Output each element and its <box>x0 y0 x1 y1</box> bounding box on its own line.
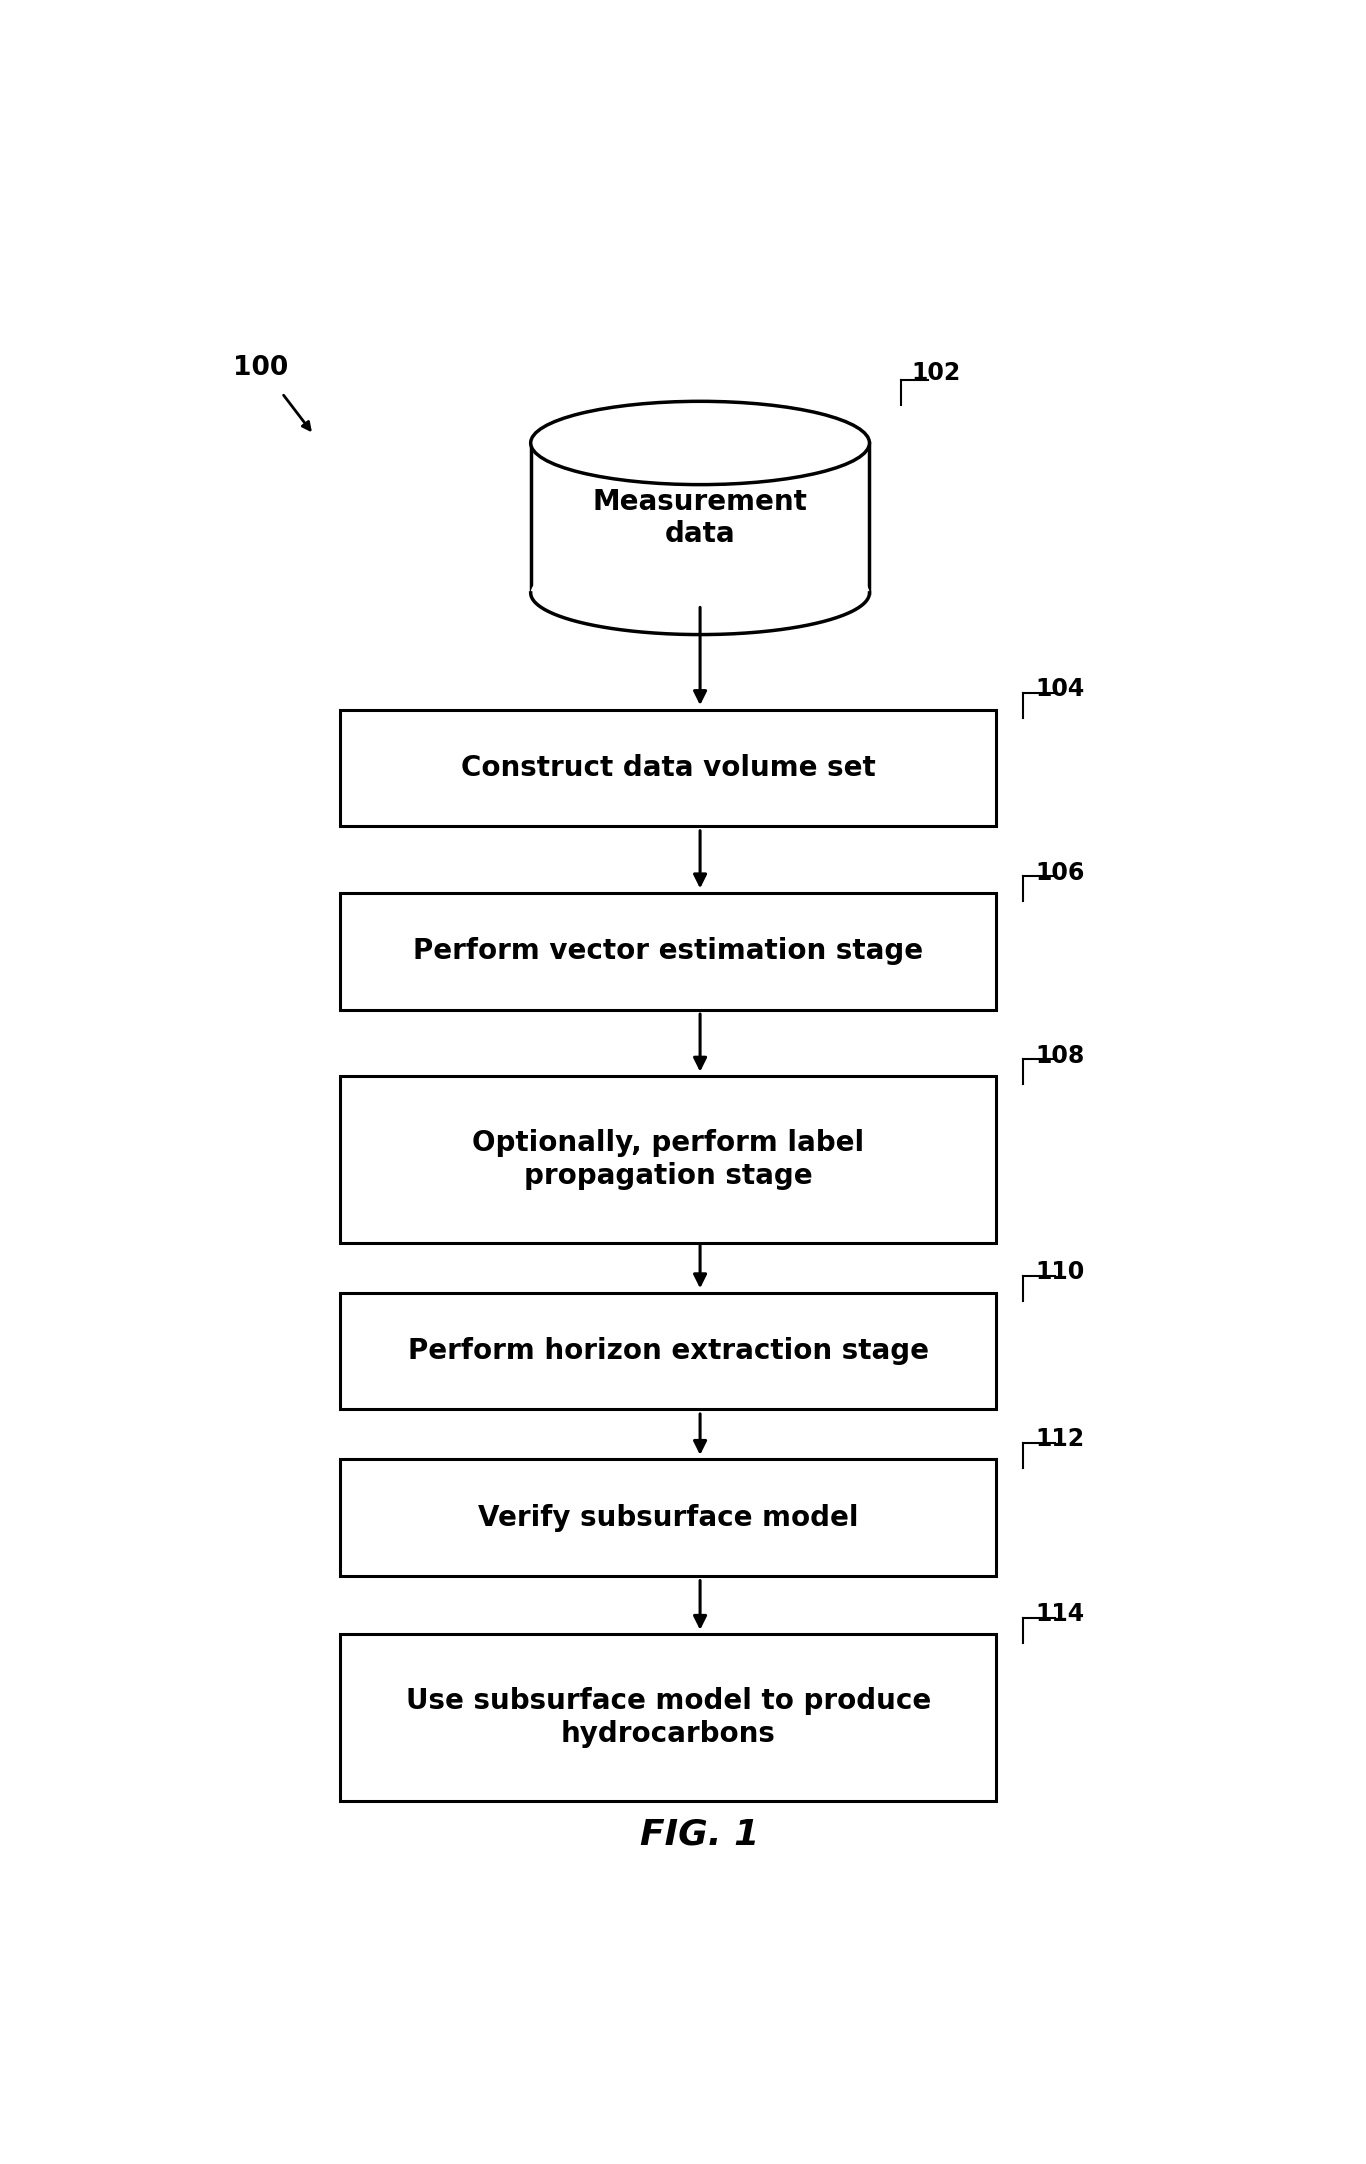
Text: Measurement
data: Measurement data <box>593 487 807 547</box>
Bar <box>340 1459 997 1575</box>
Text: 114: 114 <box>1035 1601 1085 1625</box>
Bar <box>340 1634 997 1800</box>
Text: 104: 104 <box>1035 677 1085 701</box>
Text: FIG. 1: FIG. 1 <box>641 1818 759 1852</box>
Bar <box>530 444 870 593</box>
Text: 100: 100 <box>234 355 288 381</box>
Text: Construct data volume set: Construct data volume set <box>460 753 876 781</box>
Text: Use subsurface model to produce
hydrocarbons: Use subsurface model to produce hydrocar… <box>406 1688 932 1749</box>
Text: 112: 112 <box>1035 1426 1085 1452</box>
Bar <box>340 1076 997 1242</box>
Bar <box>340 710 997 827</box>
Text: 108: 108 <box>1035 1043 1085 1067</box>
Text: Optionally, perform label
propagation stage: Optionally, perform label propagation st… <box>473 1130 865 1190</box>
Text: 102: 102 <box>912 361 962 385</box>
Bar <box>340 1292 997 1409</box>
Text: Verify subsurface model: Verify subsurface model <box>478 1504 859 1532</box>
Bar <box>340 894 997 1011</box>
Text: 110: 110 <box>1035 1259 1085 1285</box>
Text: Perform horizon extraction stage: Perform horizon extraction stage <box>408 1337 929 1365</box>
Text: 106: 106 <box>1035 861 1085 885</box>
Ellipse shape <box>530 552 870 634</box>
Text: Perform vector estimation stage: Perform vector estimation stage <box>414 937 923 965</box>
Ellipse shape <box>530 400 870 485</box>
